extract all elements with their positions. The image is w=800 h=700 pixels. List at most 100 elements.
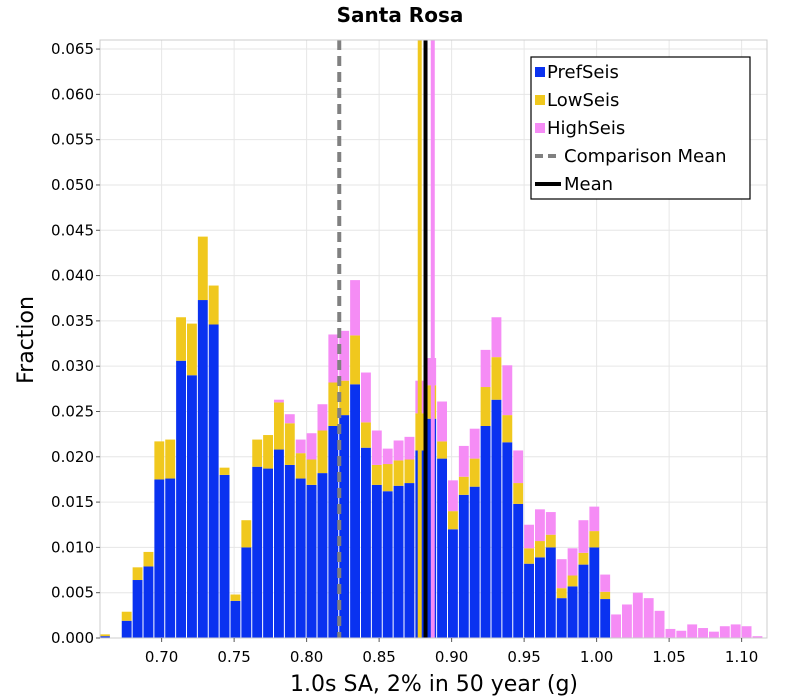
- bar-prefseis: [600, 599, 611, 638]
- bar-highseis: [687, 624, 698, 638]
- bar-prefseis: [165, 478, 176, 638]
- bar-highseis: [611, 614, 621, 638]
- bar-highseis: [535, 509, 545, 542]
- bar-lowseis: [328, 382, 339, 426]
- bar-prefseis: [263, 468, 273, 638]
- bar-lowseis: [252, 439, 263, 467]
- bar-prefseis: [404, 483, 415, 638]
- bar-highseis: [632, 592, 643, 638]
- x-axis-label: 1.0s SA, 2% in 50 year (g): [290, 672, 578, 697]
- legend-swatch: [535, 95, 545, 105]
- bar-highseis: [437, 401, 447, 442]
- bar-highseis: [513, 450, 524, 484]
- bar-lowseis: [524, 548, 534, 564]
- bar-lowseis: [154, 441, 165, 480]
- bar-lowseis: [382, 464, 393, 492]
- bar-lowseis: [589, 531, 600, 548]
- plot-border: [99, 39, 768, 639]
- y-tick-label: 0.020: [51, 448, 94, 466]
- bar-prefseis: [502, 442, 513, 638]
- bar-prefseis: [382, 491, 393, 638]
- bar-prefseis: [176, 360, 186, 638]
- y-tick-label: 0.000: [51, 629, 94, 647]
- bar-lowseis: [219, 467, 230, 475]
- legend-swatch: [535, 67, 545, 77]
- bar-lowseis: [469, 458, 480, 487]
- bar-prefseis: [121, 620, 132, 638]
- bar-prefseis: [154, 479, 165, 638]
- bar-lowseis: [284, 423, 295, 465]
- bar-prefseis: [208, 324, 219, 638]
- bar-highseis: [600, 574, 611, 592]
- y-tick-label: 0.040: [51, 267, 94, 285]
- bar-lowseis: [208, 285, 219, 325]
- bar-prefseis: [524, 563, 534, 638]
- x-tick-label: 0.85: [362, 648, 395, 666]
- bar-prefseis: [578, 564, 589, 638]
- bar-prefseis: [219, 474, 230, 638]
- legend: PrefSeis LowSeis HighSeis Comparison Mean Me…: [530, 56, 751, 200]
- bar-lowseis: [371, 464, 382, 485]
- bar-prefseis: [480, 425, 491, 638]
- legend-label: Comparison Mean: [564, 146, 727, 167]
- y-tick-label: 0.060: [51, 85, 94, 103]
- x-tick-label: 1.05: [652, 648, 685, 666]
- x-axis-ticks: 0.70 0.75 0.80 0.85 0.90 0.95 1.00 1.05 1.10: [145, 638, 758, 666]
- bar-highseis: [578, 520, 589, 553]
- bar-lowseis: [480, 387, 491, 426]
- bar-lowseis: [567, 575, 578, 587]
- bar-lowseis: [404, 459, 415, 484]
- legend-swatch: [535, 123, 545, 133]
- bar-highseis: [458, 445, 469, 477]
- bar-lowseis: [350, 335, 360, 385]
- x-tick-label: 1.00: [580, 648, 613, 666]
- bar-highseis: [643, 598, 654, 638]
- bar-lowseis: [578, 552, 589, 565]
- bar-prefseis: [491, 399, 502, 638]
- bar-lowseis: [502, 415, 513, 443]
- bar-prefseis: [143, 566, 154, 638]
- bar-highseis: [502, 365, 513, 416]
- bar-lowseis: [513, 483, 524, 504]
- bar-highseis: [654, 610, 665, 638]
- bar-lowseis: [263, 435, 273, 469]
- bar-highseis: [339, 330, 350, 381]
- bar-highseis: [284, 414, 295, 424]
- y-tick-label: 0.050: [51, 176, 94, 194]
- bar-highseis: [350, 280, 360, 336]
- bar-prefseis: [545, 547, 556, 638]
- bar-highseis: [589, 506, 600, 532]
- bar-lowseis: [187, 323, 197, 376]
- bar-highseis: [404, 436, 415, 460]
- y-tick-label: 0.055: [51, 131, 94, 149]
- bar-highseis: [448, 480, 458, 512]
- bar-lowseis: [448, 511, 458, 530]
- bar-lowseis: [295, 453, 306, 479]
- bar-lowseis: [361, 422, 371, 448]
- bar-highseis: [361, 372, 371, 423]
- bar-lowseis: [393, 460, 404, 486]
- bar-prefseis: [339, 415, 350, 638]
- bar-prefseis: [567, 586, 578, 638]
- y-tick-label: 0.045: [51, 221, 94, 239]
- y-axis-label: Fraction: [14, 296, 39, 384]
- y-tick-label: 0.005: [51, 584, 94, 602]
- bar-lowseis: [230, 594, 241, 601]
- bar-lowseis: [274, 402, 284, 450]
- bar-prefseis: [306, 484, 317, 638]
- bar-lowseis: [176, 317, 186, 361]
- bar-lowseis: [306, 459, 317, 485]
- bar-lowseis: [545, 534, 556, 548]
- bar-lowseis: [197, 236, 208, 301]
- bar-prefseis: [361, 447, 371, 638]
- y-tick-label: 0.035: [51, 312, 94, 330]
- bar-prefseis: [556, 598, 567, 638]
- bar-prefseis: [274, 449, 284, 638]
- bar-prefseis: [437, 458, 447, 638]
- x-tick-label: 0.80: [290, 648, 323, 666]
- y-tick-label: 0.065: [51, 40, 94, 58]
- bar-prefseis: [535, 557, 545, 638]
- bar-highseis: [382, 448, 393, 465]
- bar-prefseis: [371, 484, 382, 638]
